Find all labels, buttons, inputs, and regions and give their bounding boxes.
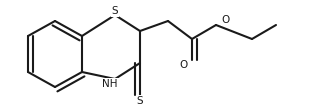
Text: S: S: [137, 96, 143, 106]
Text: O: O: [222, 15, 230, 25]
Text: S: S: [112, 6, 118, 16]
Text: NH: NH: [102, 79, 118, 89]
Text: O: O: [179, 60, 187, 70]
